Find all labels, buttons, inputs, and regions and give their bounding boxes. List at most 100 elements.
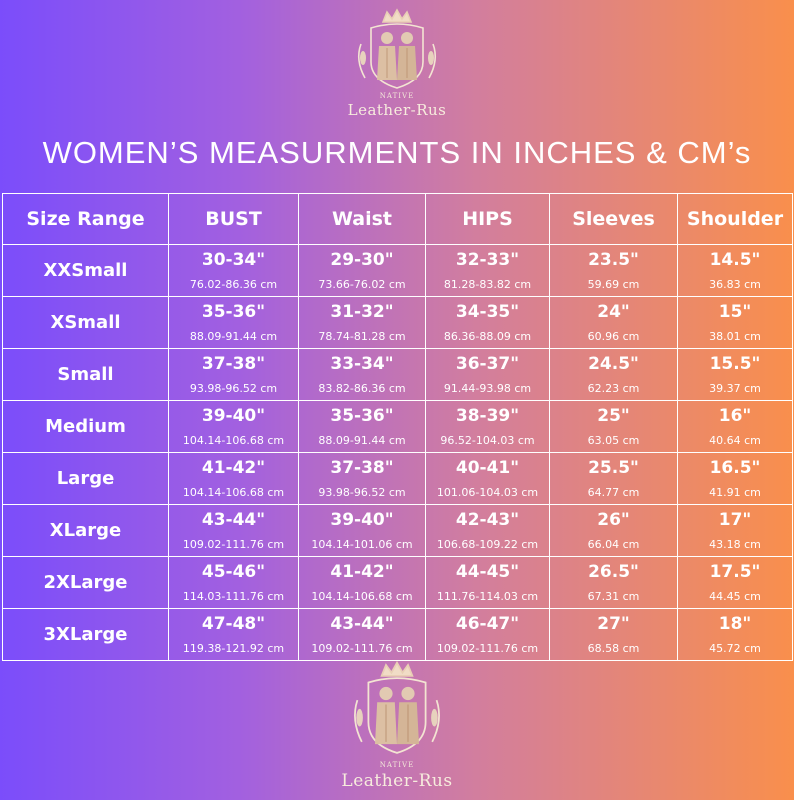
measurement-cell: 42-43" 106.68-109.22 cm bbox=[425, 504, 550, 557]
inch-value: 15.5" bbox=[709, 354, 761, 374]
cm-value: 60.96 cm bbox=[587, 330, 640, 343]
cm-value: 39.37 cm bbox=[709, 382, 761, 395]
inch-value: 30-34" bbox=[201, 250, 266, 270]
inch-value: 47-48" bbox=[201, 614, 266, 634]
inch-value: 39-40" bbox=[201, 406, 266, 426]
cm-value: 86.36-88.09 cm bbox=[443, 330, 532, 343]
measurement-cell: 17" 43.18 cm bbox=[677, 504, 793, 557]
inch-value: 26.5" bbox=[588, 562, 639, 582]
cm-value: 59.69 cm bbox=[587, 278, 640, 291]
cm-value: 101.06-104.03 cm bbox=[436, 486, 539, 499]
cm-value: 45.72 cm bbox=[709, 642, 761, 655]
crest-coats-icon bbox=[354, 660, 440, 754]
column-header: Shoulder bbox=[677, 193, 793, 245]
table-body: XXSmall 30-34" 76.02-86.36 cm 29-30" 73.66-7… bbox=[2, 244, 793, 661]
inch-value: 40-41" bbox=[455, 458, 520, 478]
inch-value: 32-33" bbox=[455, 250, 520, 270]
inch-value: 29-30" bbox=[330, 250, 394, 270]
measurement-cell: 37-38" 93.98-96.52 cm bbox=[298, 452, 426, 505]
inch-value: 39-40" bbox=[330, 510, 394, 530]
inch-value: 35-36" bbox=[201, 302, 266, 322]
inch-value: 41-42" bbox=[330, 562, 394, 582]
inch-value: 43-44" bbox=[330, 614, 394, 634]
measurement-cell: 40-41" 101.06-104.03 cm bbox=[425, 452, 550, 505]
inch-value: 43-44" bbox=[201, 510, 266, 530]
size-label: 3XLarge bbox=[2, 608, 169, 661]
inch-value: 38-39" bbox=[455, 406, 520, 426]
cm-value: 91.44-93.98 cm bbox=[443, 382, 532, 395]
measurement-cell: 27" 68.58 cm bbox=[549, 608, 678, 661]
cm-value: 43.18 cm bbox=[709, 538, 761, 551]
inch-value: 37-38" bbox=[201, 354, 266, 374]
measurement-cell: 30-34" 76.02-86.36 cm bbox=[168, 244, 299, 297]
inch-value: 44-45" bbox=[455, 562, 520, 582]
measurement-cell: 24.5" 62.23 cm bbox=[549, 348, 678, 401]
inch-value: 14.5" bbox=[709, 250, 761, 270]
inch-value: 37-38" bbox=[330, 458, 394, 478]
column-header: Waist bbox=[298, 193, 426, 245]
size-label: Small bbox=[2, 348, 169, 401]
cm-value: 104.14-106.68 cm bbox=[311, 590, 413, 603]
column-header: HIPS bbox=[425, 193, 550, 245]
measurement-cell: 16" 40.64 cm bbox=[677, 400, 793, 453]
size-label: Medium bbox=[2, 400, 169, 453]
measurement-cell: 34-35" 86.36-88.09 cm bbox=[425, 296, 550, 349]
measurement-cell: 44-45" 111.76-114.03 cm bbox=[425, 556, 550, 609]
cm-value: 38.01 cm bbox=[709, 330, 761, 343]
cm-value: 40.64 cm bbox=[709, 434, 761, 447]
measurement-cell: 41-42" 104.14-106.68 cm bbox=[298, 556, 426, 609]
inch-value: 46-47" bbox=[455, 614, 520, 634]
cm-value: 64.77 cm bbox=[587, 486, 640, 499]
cm-value: 81.28-83.82 cm bbox=[443, 278, 532, 291]
cm-value: 83.82-86.36 cm bbox=[318, 382, 406, 395]
size-label: XXSmall bbox=[2, 244, 169, 297]
measurement-cell: 17.5" 44.45 cm bbox=[677, 556, 793, 609]
brand-subtitle: NATIVE bbox=[379, 761, 415, 769]
inch-value: 15" bbox=[718, 302, 752, 322]
cm-value: 66.04 cm bbox=[587, 538, 640, 551]
cm-value: 68.58 cm bbox=[587, 642, 640, 655]
brand-logo-top: NATIVE Leather-Rus bbox=[337, 8, 457, 126]
cm-value: 36.83 cm bbox=[709, 278, 761, 291]
table-row: 2XLarge 45-46" 114.03-111.76 cm 41-42" 104.1… bbox=[2, 556, 793, 609]
measurement-cell: 37-38" 93.98-96.52 cm bbox=[168, 348, 299, 401]
measurement-cell: 25.5" 64.77 cm bbox=[549, 452, 678, 505]
cm-value: 67.31 cm bbox=[587, 590, 640, 603]
table-row: 3XLarge 47-48" 119.38-121.92 cm 43-44" 109.0… bbox=[2, 608, 793, 661]
column-header: Sleeves bbox=[549, 193, 678, 245]
measurement-cell: 15.5" 39.37 cm bbox=[677, 348, 793, 401]
cm-value: 114.03-111.76 cm bbox=[182, 590, 285, 603]
inch-value: 18" bbox=[718, 614, 752, 634]
measurement-cell: 36-37" 91.44-93.98 cm bbox=[425, 348, 550, 401]
measurement-cell: 43-44" 109.02-111.76 cm bbox=[168, 504, 299, 557]
brand-name: Leather-Rus bbox=[347, 101, 447, 119]
measurement-cell: 39-40" 104.14-106.68 cm bbox=[168, 400, 299, 453]
inch-value: 16.5" bbox=[709, 458, 761, 478]
measurement-cell: 26" 66.04 cm bbox=[549, 504, 678, 557]
size-label: Large bbox=[2, 452, 169, 505]
inch-value: 41-42" bbox=[201, 458, 266, 478]
inch-value: 17.5" bbox=[709, 562, 761, 582]
cm-value: 104.14-101.06 cm bbox=[311, 538, 413, 551]
measurement-cell: 47-48" 119.38-121.92 cm bbox=[168, 608, 299, 661]
inch-value: 42-43" bbox=[455, 510, 520, 530]
cm-value: 76.02-86.36 cm bbox=[189, 278, 278, 291]
measurement-cell: 46-47" 109.02-111.76 cm bbox=[425, 608, 550, 661]
inch-value: 45-46" bbox=[201, 562, 266, 582]
measurement-cell: 35-36" 88.09-91.44 cm bbox=[168, 296, 299, 349]
measurement-cell: 26.5" 67.31 cm bbox=[549, 556, 678, 609]
cm-value: 109.02-111.76 cm bbox=[436, 642, 539, 655]
measurement-cell: 38-39" 96.52-104.03 cm bbox=[425, 400, 550, 453]
inch-value: 17" bbox=[718, 510, 752, 530]
table-row: Large 41-42" 104.14-106.68 cm 37-38" 93.98-9… bbox=[2, 452, 793, 505]
inch-value: 23.5" bbox=[588, 250, 639, 270]
size-label: XLarge bbox=[2, 504, 169, 557]
cm-value: 88.09-91.44 cm bbox=[189, 330, 278, 343]
table-row: XLarge 43-44" 109.02-111.76 cm 39-40" 104.14… bbox=[2, 504, 793, 557]
measurement-cell: 23.5" 59.69 cm bbox=[549, 244, 678, 297]
measurement-cell: 29-30" 73.66-76.02 cm bbox=[298, 244, 426, 297]
measurement-cell: 45-46" 114.03-111.76 cm bbox=[168, 556, 299, 609]
measurement-cell: 33-34" 83.82-86.36 cm bbox=[298, 348, 426, 401]
measurement-cell: 25" 63.05 cm bbox=[549, 400, 678, 453]
cm-value: 41.91 cm bbox=[709, 486, 761, 499]
